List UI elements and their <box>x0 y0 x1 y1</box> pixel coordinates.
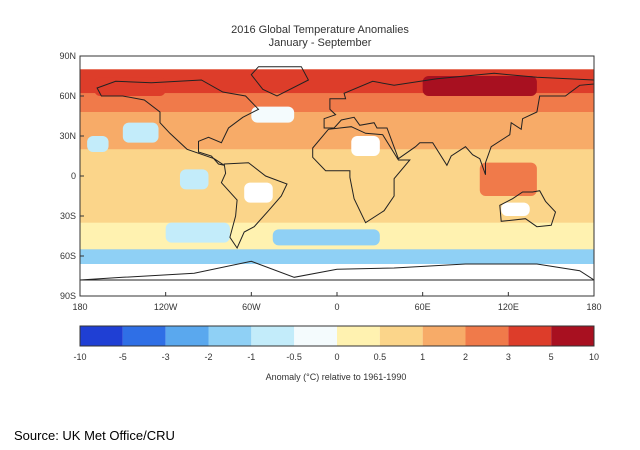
colorbar-tick-label: -2 <box>204 352 212 362</box>
antarctica-coast <box>80 260 594 281</box>
source-caption: Source: UK Met Office/CRU <box>14 428 175 443</box>
longitude-tick-label: 120E <box>498 302 519 312</box>
colorbar-tick-label: -5 <box>119 352 127 362</box>
colorbar-tick-label: 1 <box>420 352 425 362</box>
south-america-coast <box>220 162 288 250</box>
latitude-tick-label: 30S <box>60 211 76 221</box>
colorbar-frame <box>79 325 595 347</box>
colorbar-tick-label: -0.5 <box>286 352 302 362</box>
map-field <box>80 56 594 296</box>
colorbar-swatch <box>337 326 380 346</box>
mid-latitude-band <box>80 112 594 150</box>
colorbar-tick-label: 2 <box>463 352 468 362</box>
latitude-tick-label: 30N <box>59 131 76 141</box>
latitude-tick-label: 90S <box>60 291 76 301</box>
latitude-tick-label: 0 <box>71 171 76 181</box>
longitude-tick-label: 60E <box>415 302 431 312</box>
colorbar-swatch <box>551 326 594 346</box>
south-atlantic-cold-patch <box>272 229 380 246</box>
east-pacific-cool-patch <box>179 169 209 190</box>
maritime-continent-warm-patch <box>479 162 537 196</box>
anomaly-field <box>80 56 594 296</box>
longitude-axis: 180 120W 60W 0 60E 120E 180 <box>72 292 602 312</box>
latitude-tick-label: 90N <box>59 51 76 61</box>
colorbar-tick-label: 5 <box>549 352 554 362</box>
eurasia-coast <box>323 72 594 175</box>
south-pacific-cool-patch <box>165 222 230 243</box>
colorbar-tick-label: 3 <box>506 352 511 362</box>
australia-no-data-patch <box>501 202 530 216</box>
longitude-tick-label: 180 <box>72 302 87 312</box>
greenland-coast <box>250 66 310 97</box>
chart-subtitle: January - September <box>268 37 372 49</box>
colorbar-tick-label: -3 <box>162 352 170 362</box>
colorbar-swatch <box>208 326 252 346</box>
australia-coast <box>499 190 557 228</box>
north-america-coast <box>96 79 260 166</box>
colorbar-swatch <box>122 326 166 346</box>
coastlines <box>80 66 594 281</box>
colorbar-swatch <box>422 326 466 346</box>
alaska-hot-patch <box>94 77 166 96</box>
colorbar-swatch <box>379 326 423 346</box>
no-data-arctic-band <box>80 56 594 70</box>
colorbar-swatch <box>294 326 337 346</box>
latitude-tick-label: 60S <box>60 251 76 261</box>
cool-pacific-patch <box>122 122 159 143</box>
cool-north-pacific-patch <box>87 136 109 152</box>
high-latitude-warm-band <box>80 93 594 112</box>
amazon-no-data-patch <box>244 182 273 203</box>
chart-title: 2016 Global Temperature Anomalies <box>231 24 409 36</box>
colorbar-swatch <box>465 326 509 346</box>
colorbar: -10 -5 -3 -2 -1 -0.5 0 0.5 1 2 3 5 10 <box>73 325 599 362</box>
longitude-tick-label: 0 <box>334 302 339 312</box>
southern-cold-band <box>80 249 594 264</box>
colorbar-swatch <box>165 326 209 346</box>
cool-north-atlantic-patch <box>251 106 295 123</box>
colorbar-tick-label: 10 <box>589 352 599 362</box>
colorbar-swatch <box>251 326 295 346</box>
longitude-tick-label: 60W <box>242 302 261 312</box>
siberia-hot-patch <box>422 76 537 96</box>
colorbar-tick-label: -1 <box>247 352 255 362</box>
colorbar-label: Anomaly (°C) relative to 1961-1990 <box>266 372 407 382</box>
africa-coast <box>312 126 411 224</box>
colorbar-tick-label: 0.5 <box>374 352 387 362</box>
longitude-tick-label: 180 <box>586 302 601 312</box>
colorbar-swatch <box>80 326 123 346</box>
latitude-axis: 90N 60N 30N 0 30S 60S 90S <box>59 51 84 301</box>
colorbar-tick-label: -10 <box>73 352 86 362</box>
sahara-no-data-patch <box>351 136 380 156</box>
colorbar-tick-label: 0 <box>334 352 339 362</box>
colorbar-swatch <box>508 326 552 346</box>
longitude-tick-label: 120W <box>154 302 178 312</box>
latitude-tick-label: 60N <box>59 91 76 101</box>
